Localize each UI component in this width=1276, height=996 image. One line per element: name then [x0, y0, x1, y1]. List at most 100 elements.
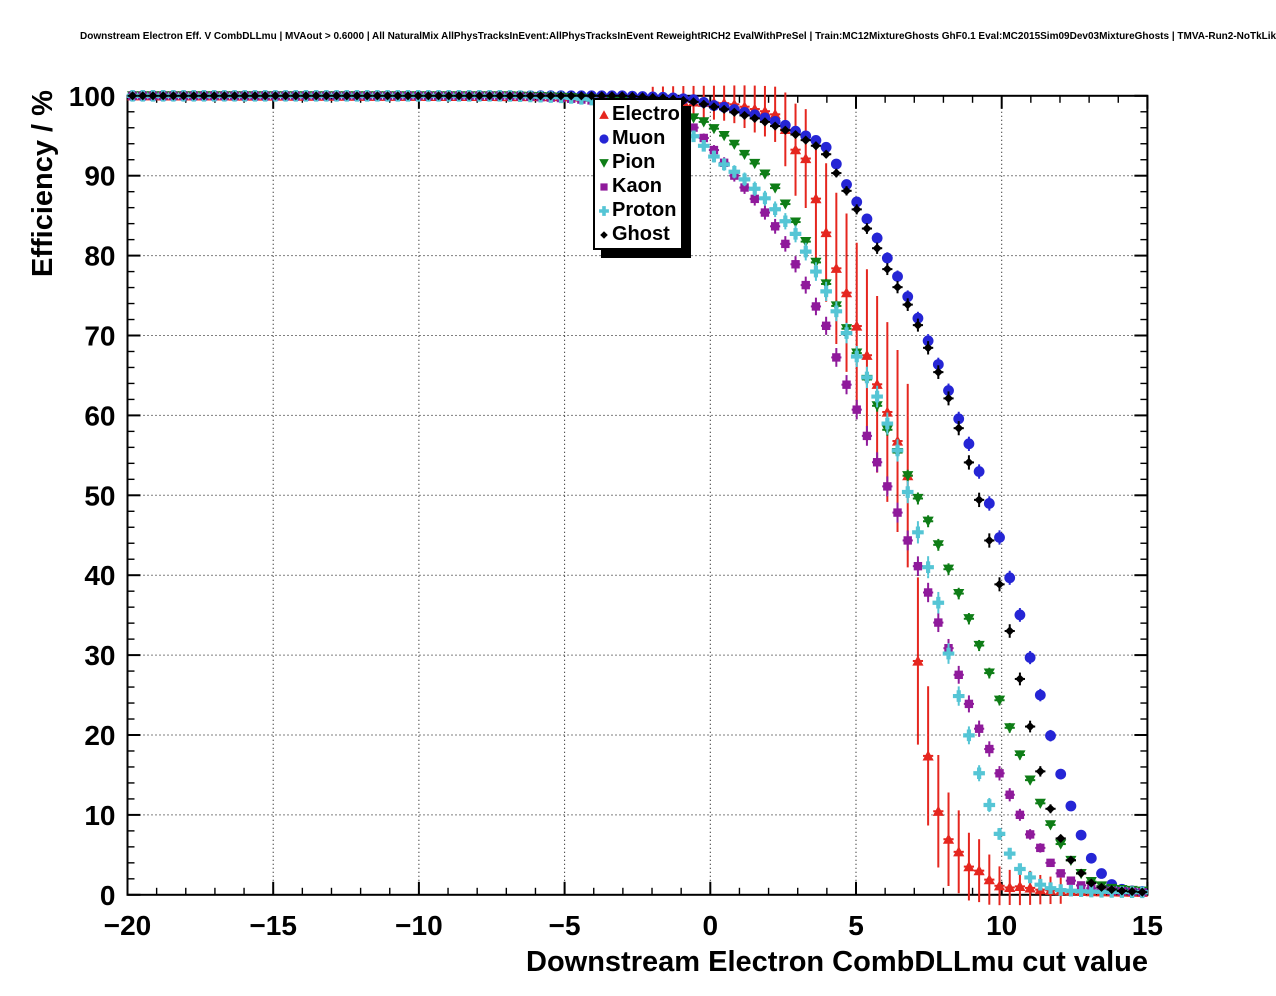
pion-legend-marker-icon	[599, 159, 609, 168]
ghost-marker	[178, 91, 189, 101]
pion-marker	[1014, 750, 1026, 761]
muon-legend-marker	[599, 134, 609, 144]
ghost-marker	[974, 495, 984, 505]
ghost-marker	[933, 367, 943, 377]
kaon-marker	[689, 123, 698, 132]
ghost-marker	[831, 168, 841, 178]
electron-marker	[881, 406, 893, 417]
electron-legend-marker	[599, 110, 609, 119]
kaon-marker	[750, 194, 759, 204]
ghost-marker	[301, 91, 311, 101]
ghost-marker	[321, 91, 331, 101]
kaon-marker	[1076, 881, 1086, 890]
ghost-marker	[556, 91, 566, 101]
proton-marker	[708, 150, 720, 163]
pion-marker	[800, 237, 812, 248]
y-tick-label: 100	[69, 81, 116, 112]
ghost-marker	[280, 91, 291, 101]
y-tick-label: 50	[84, 480, 115, 511]
muon-marker	[1014, 609, 1026, 621]
proton-marker	[963, 729, 975, 742]
kaon-marker	[1066, 876, 1076, 885]
y-tick-label: 60	[84, 400, 115, 431]
pion-marker	[1004, 723, 1016, 734]
ghost-marker	[250, 91, 260, 101]
muon-marker	[851, 196, 863, 208]
ghost-marker	[566, 91, 576, 101]
ghost-marker	[1107, 884, 1117, 895]
ghost-legend-marker	[600, 231, 608, 239]
ghost-marker	[984, 535, 994, 546]
ghost-marker	[311, 91, 321, 101]
y-tick-label: 10	[84, 800, 115, 831]
muon-marker	[1085, 852, 1097, 864]
proton-marker	[901, 486, 914, 498]
proton-marker	[891, 444, 904, 457]
ghost-marker	[699, 99, 709, 109]
y-tick-label: 70	[84, 321, 115, 352]
muon-marker	[1075, 829, 1087, 841]
pion-marker	[1055, 839, 1067, 850]
legend-entry-muon: Muon	[595, 126, 681, 150]
plot-title: Downstream Electron Eff. V CombDLLmu | M…	[80, 31, 1276, 42]
pion-marker	[902, 471, 914, 482]
legend-label-ghost: Ghost	[612, 223, 670, 245]
proton-marker	[912, 526, 924, 539]
proton-marker	[1044, 882, 1057, 894]
kaon-marker	[923, 588, 933, 597]
muon-marker	[1034, 689, 1046, 701]
muon-marker	[779, 119, 791, 131]
ghost-marker	[1056, 833, 1066, 844]
legend-entry-electron: Electron	[595, 102, 692, 126]
ghost-marker	[770, 121, 780, 131]
ghost-marker	[423, 91, 433, 101]
muon-marker	[994, 532, 1005, 543]
ghost-marker	[964, 457, 974, 468]
pion-marker	[942, 564, 955, 575]
legend-label-pion: Pion	[612, 151, 656, 173]
pion-marker	[953, 588, 965, 600]
ghost-marker	[260, 91, 270, 101]
kaon-marker	[811, 302, 821, 311]
muon-marker	[1004, 572, 1016, 584]
y-tick-label: 0	[100, 880, 116, 911]
legend-entry-kaon: Kaon	[595, 174, 681, 198]
ghost-marker	[1086, 878, 1096, 888]
electron-legend-marker-icon	[599, 110, 609, 119]
kaon-marker	[1046, 858, 1055, 868]
muon-marker	[830, 158, 842, 170]
ghost-marker	[1015, 674, 1025, 684]
ghost-marker	[1127, 886, 1137, 897]
electron-marker	[963, 861, 975, 872]
kaon-marker	[821, 321, 831, 330]
ghost-marker	[790, 129, 801, 140]
electron-marker	[830, 262, 842, 273]
kaon-marker	[1005, 790, 1014, 799]
ghost-marker	[331, 91, 342, 101]
ghost-marker	[505, 91, 515, 101]
proton-marker	[789, 228, 802, 240]
kaon-marker	[913, 561, 923, 571]
kaon-marker	[903, 536, 912, 545]
ghost-marker	[127, 91, 138, 101]
electron-marker	[1014, 880, 1026, 891]
electron-marker	[840, 287, 853, 298]
ghost-marker	[240, 91, 250, 101]
kaon-marker	[964, 699, 974, 709]
pion-marker	[769, 183, 781, 194]
ghost-marker	[209, 91, 219, 101]
x-tick-label: −5	[549, 910, 581, 941]
kaon-marker	[781, 239, 790, 249]
ghost-marker	[923, 343, 933, 353]
legend-entry-pion: Pion	[595, 150, 681, 174]
ghost-marker	[943, 393, 954, 403]
proton-marker	[952, 690, 965, 702]
proton-marker	[738, 173, 751, 186]
kaon-marker	[1025, 830, 1035, 839]
pion-marker	[749, 158, 761, 170]
ghost-marker	[168, 91, 178, 101]
muon-marker	[902, 291, 914, 303]
muon-marker	[953, 413, 965, 425]
ghost-marker	[872, 243, 882, 253]
proton-marker	[881, 417, 894, 430]
